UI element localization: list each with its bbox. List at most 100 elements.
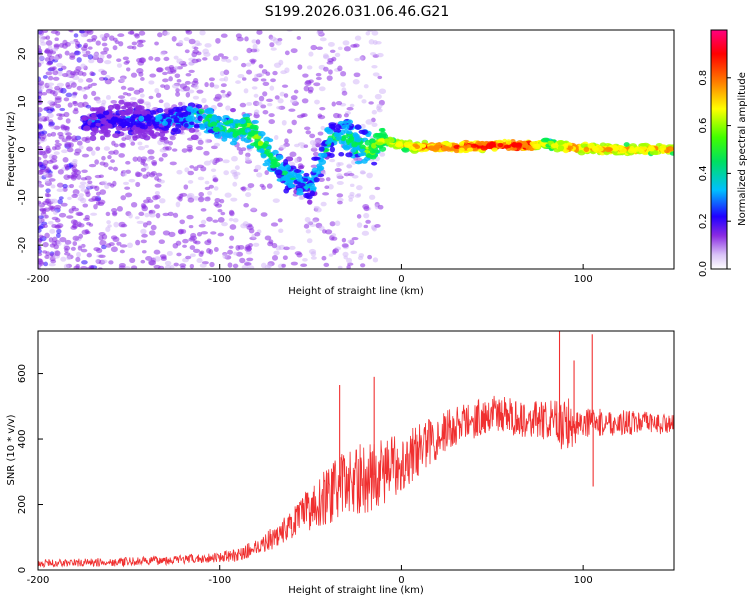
heatmap-cell <box>38 156 42 161</box>
heatmap <box>38 30 674 269</box>
heatmap-cell <box>138 39 146 43</box>
heatmap-cell <box>193 84 199 90</box>
heatmap-cell <box>77 196 85 202</box>
heatmap-cell <box>206 113 213 119</box>
heatmap-cell <box>176 169 183 175</box>
heatmap-cell <box>60 202 68 207</box>
heatmap-cell <box>99 239 107 246</box>
heatmap-cell <box>283 246 290 251</box>
heatmap-cell <box>48 262 56 267</box>
heatmap-cell <box>108 260 114 265</box>
heatmap-cell <box>90 131 97 137</box>
heatmap-cell <box>264 149 271 153</box>
heatmap-cell <box>110 246 118 253</box>
heatmap-cell <box>268 113 275 118</box>
heatmap-cell <box>56 82 65 87</box>
heatmap-cell <box>163 102 171 109</box>
heatmap-cell <box>638 145 647 151</box>
heatmap-cell <box>59 236 67 243</box>
heatmap-cell <box>294 251 302 256</box>
heatmap-cell <box>342 251 349 257</box>
heatmap-cell <box>158 157 164 162</box>
heatmap-cell <box>203 52 211 57</box>
heatmap-cell <box>66 255 72 261</box>
heatmap-cell <box>64 50 70 56</box>
heatmap-cell <box>72 101 77 105</box>
heatmap-cell <box>270 222 279 227</box>
heatmap-cell <box>70 82 77 88</box>
heatmap-cell <box>261 143 268 149</box>
heatmap-cell <box>290 48 298 54</box>
heatmap-cell <box>119 77 126 83</box>
heatmap-cell <box>284 138 289 144</box>
heatmap-cell <box>119 249 125 254</box>
heatmap-cell <box>80 63 86 69</box>
heatmap-cell <box>220 83 227 88</box>
heatmap-cell <box>58 196 64 200</box>
heatmap-cell <box>132 135 138 141</box>
heatmap-cell <box>368 101 374 105</box>
heatmap-cell <box>225 105 231 111</box>
heatmap-cell <box>270 47 277 51</box>
heatmap-cell <box>225 59 232 63</box>
heatmap-cell <box>352 79 360 85</box>
heatmap-cell <box>63 263 70 269</box>
heatmap-cell <box>175 201 181 208</box>
heatmap-cell <box>242 77 247 81</box>
heatmap-cell <box>348 137 355 143</box>
heatmap-cell <box>210 168 217 173</box>
heatmap-cell <box>168 140 174 146</box>
heatmap-cell <box>128 213 133 219</box>
heatmap-cell <box>270 78 276 83</box>
heatmap-cell <box>80 265 88 269</box>
heatmap-cell <box>189 121 195 126</box>
heatmap-cell <box>556 139 565 145</box>
heatmap-cell <box>45 35 51 40</box>
heatmap-cell <box>183 123 189 128</box>
top-x-tick-label: -100 <box>208 274 231 285</box>
heatmap-cell <box>98 235 104 241</box>
heatmap-cell <box>130 72 138 78</box>
heatmap-cell <box>143 199 150 204</box>
heatmap-cell <box>476 141 485 146</box>
heatmap-cell <box>596 146 604 152</box>
heatmap-cell <box>53 210 58 215</box>
heatmap-cell <box>277 218 283 223</box>
heatmap-cell <box>310 44 318 51</box>
heatmap-cell <box>175 91 181 97</box>
heatmap-cell <box>192 248 201 254</box>
heatmap-cell <box>198 251 204 257</box>
heatmap-cell <box>440 145 449 152</box>
heatmap-cell <box>148 80 155 85</box>
bottom-x-axis: -200 -100 0 100 <box>27 565 593 586</box>
heatmap-cell <box>200 208 207 212</box>
heatmap-cell <box>245 62 252 67</box>
heatmap-cell <box>57 67 63 72</box>
heatmap-cell <box>324 185 330 190</box>
heatmap-cell <box>52 165 58 170</box>
heatmap-cell <box>349 183 355 188</box>
heatmap-cell <box>331 233 337 237</box>
heatmap-cell <box>246 225 254 231</box>
heatmap-cell <box>68 30 74 33</box>
heatmap-cell <box>359 56 364 61</box>
heatmap-cell <box>326 60 334 65</box>
heatmap-cell <box>78 193 85 198</box>
heatmap-cell <box>55 224 62 229</box>
heatmap-cell <box>378 128 385 132</box>
heatmap-cell <box>264 170 269 176</box>
heatmap-cell <box>249 124 257 130</box>
heatmap-cell <box>99 34 105 39</box>
heatmap-cell <box>262 109 269 115</box>
heatmap-cell <box>550 143 558 149</box>
heatmap-cell <box>119 244 128 248</box>
heatmap-cell <box>42 241 49 248</box>
heatmap-cell <box>267 138 274 143</box>
heatmap-cell <box>365 31 371 36</box>
heatmap-cell <box>41 130 48 135</box>
heatmap-cell <box>136 68 144 74</box>
snr-spikes <box>339 331 594 487</box>
heatmap-cell <box>104 183 110 189</box>
heatmap-cell <box>207 190 213 196</box>
heatmap-cell <box>53 125 61 130</box>
